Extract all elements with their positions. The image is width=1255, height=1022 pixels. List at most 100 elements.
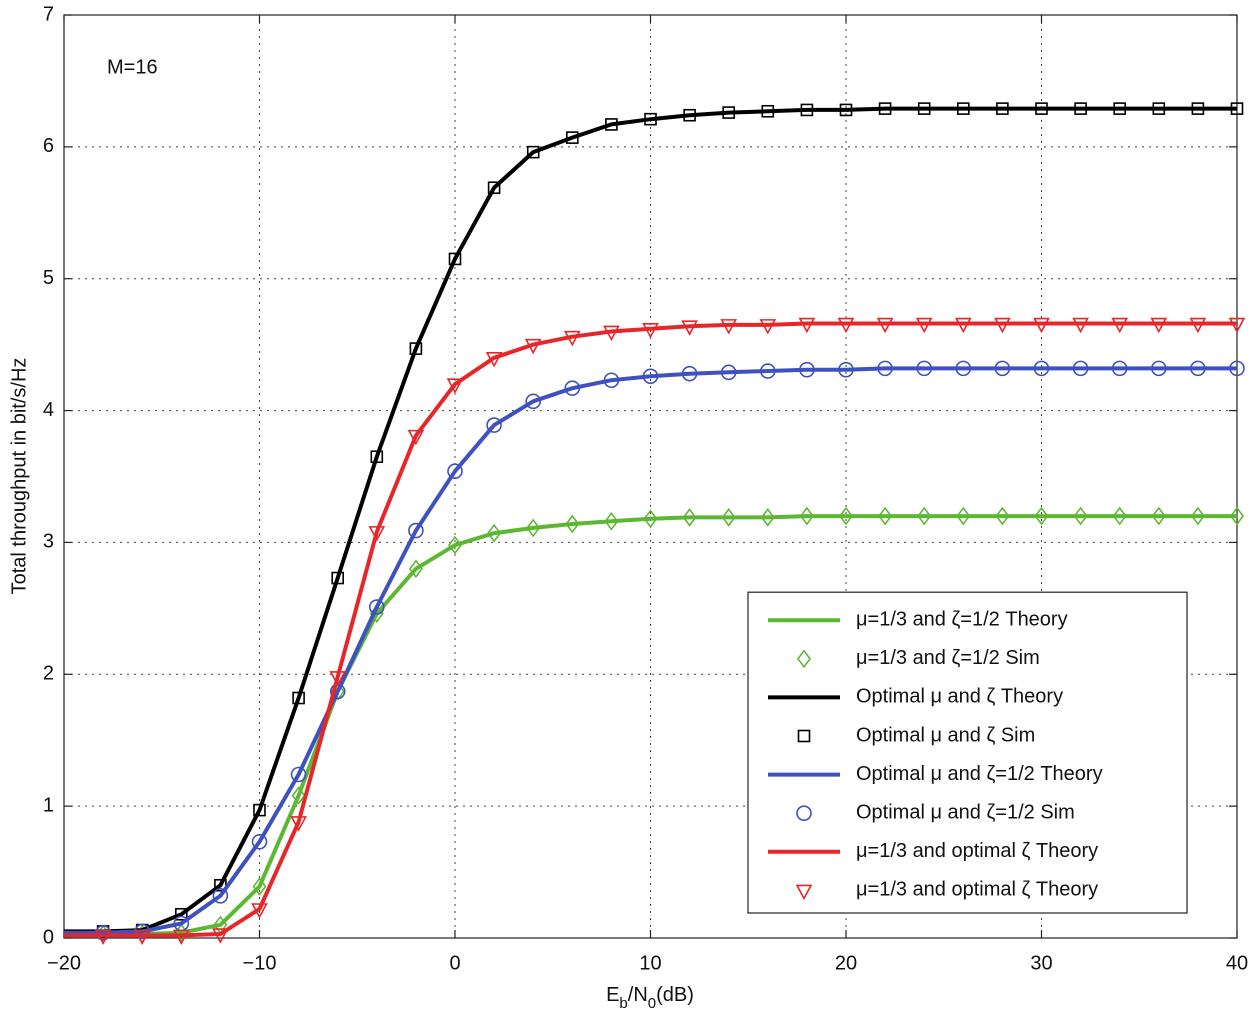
marker (994, 360, 1011, 377)
marker (642, 323, 659, 339)
marker (446, 378, 464, 394)
marker (603, 325, 620, 342)
x-tick-label: 30 (1030, 952, 1052, 974)
marker (644, 112, 657, 126)
line-series (64, 366, 1237, 935)
marker (837, 317, 855, 334)
marker (526, 145, 540, 159)
marker (407, 429, 425, 446)
marker (759, 363, 776, 379)
y-tick-label: 2 (43, 663, 54, 685)
marker (1150, 317, 1168, 334)
marker (796, 805, 812, 822)
x-tick-label: 40 (1226, 952, 1248, 974)
legend-label: Optimal μ and ζ Theory (856, 686, 1063, 708)
marker (603, 372, 620, 389)
marker (839, 506, 853, 526)
marker (408, 559, 423, 579)
legend-label: μ=1/3 and ζ=1/2 Sim (856, 647, 1040, 669)
marker (565, 514, 580, 534)
marker (681, 365, 698, 382)
marker (683, 108, 696, 122)
marker (252, 877, 267, 896)
marker (1230, 506, 1244, 526)
marker (408, 522, 424, 539)
marker (368, 599, 385, 615)
marker (1072, 360, 1089, 377)
y-tick-label: 5 (43, 267, 54, 289)
marker (759, 319, 777, 335)
marker (994, 317, 1011, 334)
marker (797, 729, 811, 743)
marker (1111, 317, 1129, 334)
y-tick-label: 3 (43, 531, 54, 553)
line-series (64, 106, 1237, 934)
marker (1189, 317, 1207, 334)
marker (878, 102, 892, 115)
line-series (64, 321, 1237, 938)
x-tick-label: −10 (243, 952, 277, 974)
marker (448, 252, 462, 266)
marker (917, 506, 932, 526)
y-tick-label: 0 (43, 926, 54, 948)
marker (721, 508, 736, 527)
marker (94, 929, 112, 946)
x-tick-label: −20 (47, 952, 81, 974)
y-tick-label: 7 (43, 3, 54, 25)
marker (995, 506, 1010, 526)
marker (1190, 506, 1205, 526)
marker (1033, 360, 1050, 377)
marker (642, 368, 659, 385)
legend-label: Optimal μ and ζ=1/2 Theory (856, 763, 1103, 785)
marker (172, 929, 190, 946)
marker (290, 816, 307, 832)
marker (1035, 102, 1048, 115)
marker (839, 103, 853, 117)
marker (251, 833, 268, 850)
marker (212, 928, 229, 944)
marker (720, 364, 737, 381)
marker (524, 338, 542, 355)
marker (133, 929, 151, 946)
plot-frame (63, 14, 1238, 939)
marker (526, 518, 541, 538)
marker (878, 506, 893, 526)
marker (956, 506, 971, 526)
x-tick-label: 0 (449, 952, 460, 974)
x-axis-label-part: b (619, 995, 627, 1012)
marker (563, 330, 581, 347)
marker (525, 393, 542, 410)
marker (1113, 102, 1126, 115)
marker (1034, 506, 1049, 526)
marker (292, 691, 305, 705)
marker (212, 888, 229, 904)
marker (798, 317, 816, 334)
marker (253, 803, 266, 817)
x-axis-label: Eb/N0(dB) (606, 984, 694, 1012)
marker (681, 320, 698, 336)
marker (722, 106, 736, 119)
marker (1112, 506, 1127, 526)
marker (604, 511, 619, 531)
legend-box (747, 591, 1188, 914)
marker (916, 360, 933, 377)
marker (1151, 506, 1166, 526)
marker (564, 380, 581, 396)
y-tick-label: 4 (43, 399, 54, 421)
marker (761, 104, 775, 118)
marker (1191, 102, 1205, 115)
annotation: M=16 (107, 56, 158, 78)
legend-label: μ=1/3 and ζ=1/2 Theory (856, 608, 1068, 630)
marker (95, 924, 111, 941)
marker (760, 508, 775, 527)
marker (487, 523, 502, 543)
marker (915, 317, 933, 334)
marker (1111, 360, 1128, 377)
marker (643, 509, 658, 529)
line-series (64, 514, 1237, 936)
marker (448, 535, 462, 555)
marker (1072, 317, 1089, 334)
marker (838, 361, 854, 378)
